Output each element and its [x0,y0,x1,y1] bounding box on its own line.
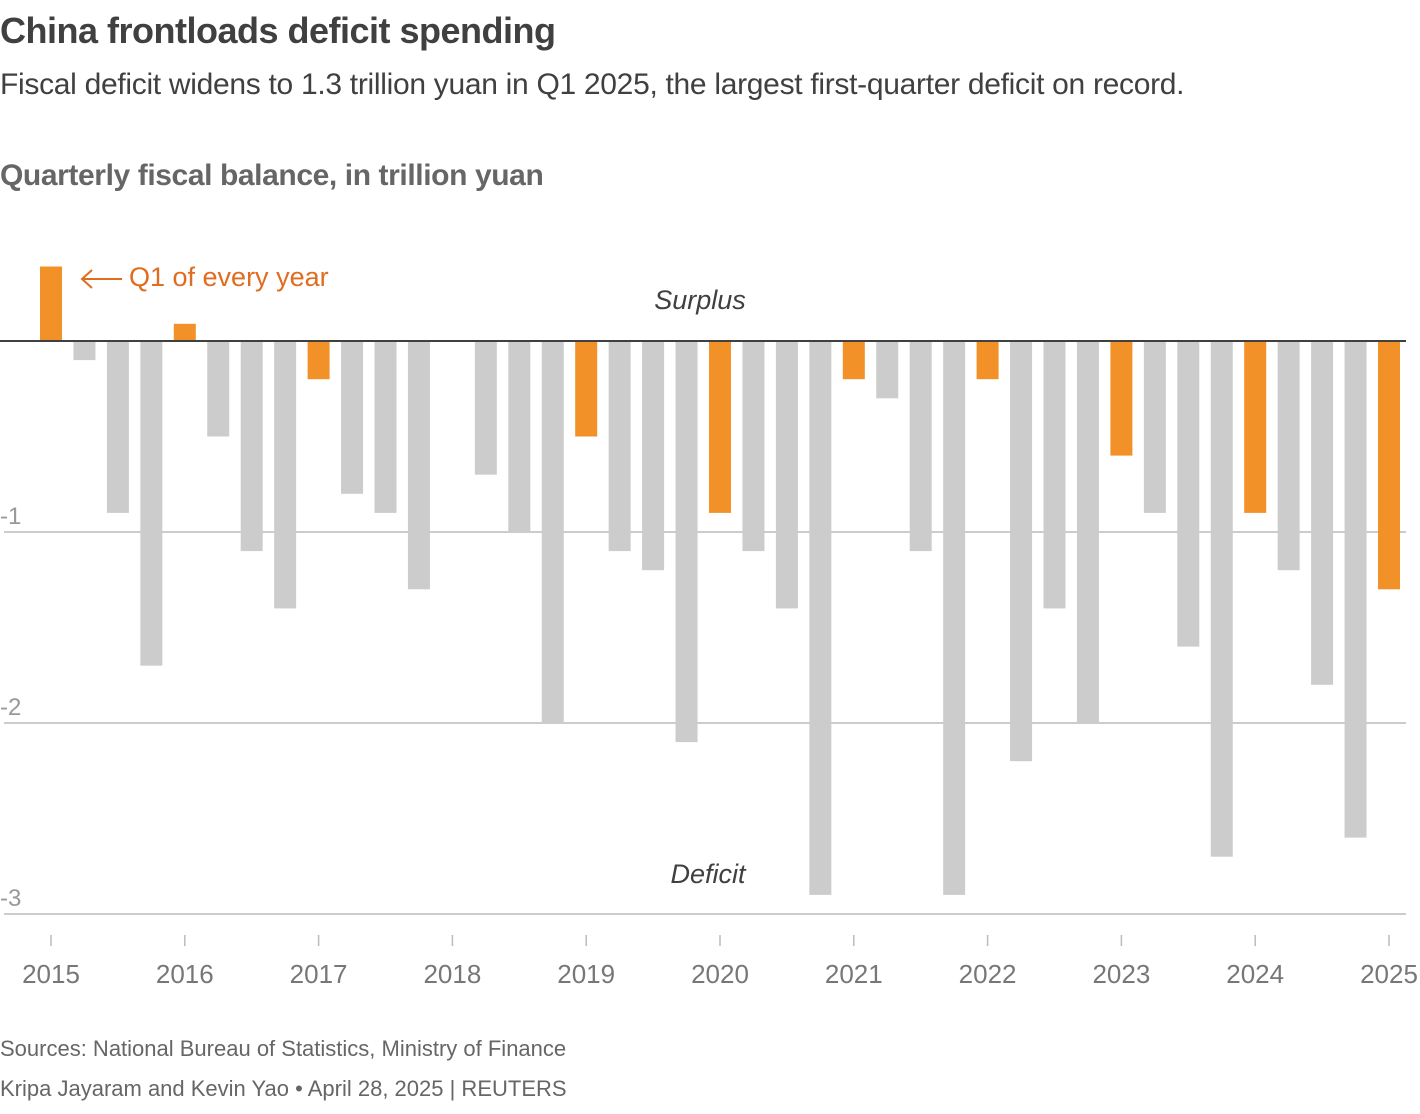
bar-2023-q4 [1210,341,1233,857]
chart-subtitle: Fiscal deficit widens to 1.3 trillion yu… [0,68,1185,101]
y-axis-labels: -1 -2 -3 [0,503,21,912]
x-tick-label: 2019 [557,959,615,989]
byline: Kripa Jayaram and Kevin Yao • April 28, … [0,1076,567,1101]
bar-2022-q1 [976,341,999,380]
x-tick-label: 2022 [959,959,1017,989]
bar-2024-q3 [1311,341,1334,685]
fiscal-balance-chart: -1-2-3 2015 2016 2017 2018 2019 2020 2021 2022 2… [0,262,1418,989]
x-axis: 2015 2016 2017 2018 2019 2020 2021 2022 2023 2024… [22,935,1418,989]
bar-2023-q1 [1110,341,1133,456]
bar-2019-q2 [608,341,631,552]
bar-2021-q2 [876,341,899,399]
bar-2017-q4 [407,341,430,590]
chart-headline: China frontloads deficit spending [0,10,556,51]
surplus-label: Surplus [654,285,746,315]
bar-2019-q3 [642,341,665,571]
bar-2020-q4 [809,341,832,895]
bar-2024-q1 [1244,341,1267,513]
bar-2019-q4 [675,341,698,743]
y-tick-label: -1 [0,503,21,530]
q1-annotation-label: Q1 of every year [129,262,329,292]
bar-2024-q4 [1344,341,1367,838]
bar-2015-q3 [106,341,129,513]
x-tick-label: 2016 [156,959,214,989]
bar-2021-q3 [909,341,932,552]
bar-2015-q1 [40,266,62,341]
bar-2019-q1 [575,341,598,437]
bar-2016-q1 [173,323,196,341]
x-tick-label: 2015 [22,959,80,989]
bar-2020-q2 [742,341,765,552]
x-tick-label: 2018 [423,959,481,989]
bar-2023-q2 [1143,341,1166,513]
bar-2021-q4 [943,341,966,895]
q1-annotation: Q1 of every year [80,262,329,292]
bar-2015-q2 [73,341,96,361]
bar-2016-q4 [274,341,297,609]
bar-2022-q4 [1076,341,1099,723]
bar-2021-q1 [842,341,865,380]
x-tick-label: 2025 [1360,959,1418,989]
left-arrow-head [80,269,93,289]
bar-2015-q4 [140,341,163,666]
bar-2018-q2 [474,341,497,475]
bar-2020-q1 [709,341,731,513]
bar-2022-q2 [1010,341,1033,762]
x-tick-label: 2021 [825,959,883,989]
bar-2022-q3 [1043,341,1066,609]
bar-2016-q2 [207,341,230,437]
bar-2020-q3 [775,341,798,609]
y-tick-label: -3 [0,885,21,912]
bars [40,266,1400,895]
chart-title: Quarterly fiscal balance, in trillion yu… [0,159,544,192]
bar-2024-q2 [1277,341,1300,571]
bar-2016-q3 [240,341,263,552]
x-tick-label: 2017 [290,959,348,989]
x-tick-label: 2024 [1226,959,1284,989]
bar-2017-q3 [374,341,397,513]
bar-2018-q4 [541,341,564,723]
x-tick-label: 2020 [691,959,749,989]
x-tick-label: 2023 [1092,959,1150,989]
bar-2017-q1 [307,341,330,380]
bar-2023-q3 [1177,341,1200,647]
sources-note: Sources: National Bureau of Statistics, … [0,1036,567,1061]
gridlines [4,531,1406,915]
bar-2025-q1 [1378,341,1400,590]
deficit-label: Deficit [670,859,747,889]
bar-2018-q3 [508,341,531,532]
bar-2017-q2 [341,341,364,494]
y-tick-label: -2 [0,694,21,721]
